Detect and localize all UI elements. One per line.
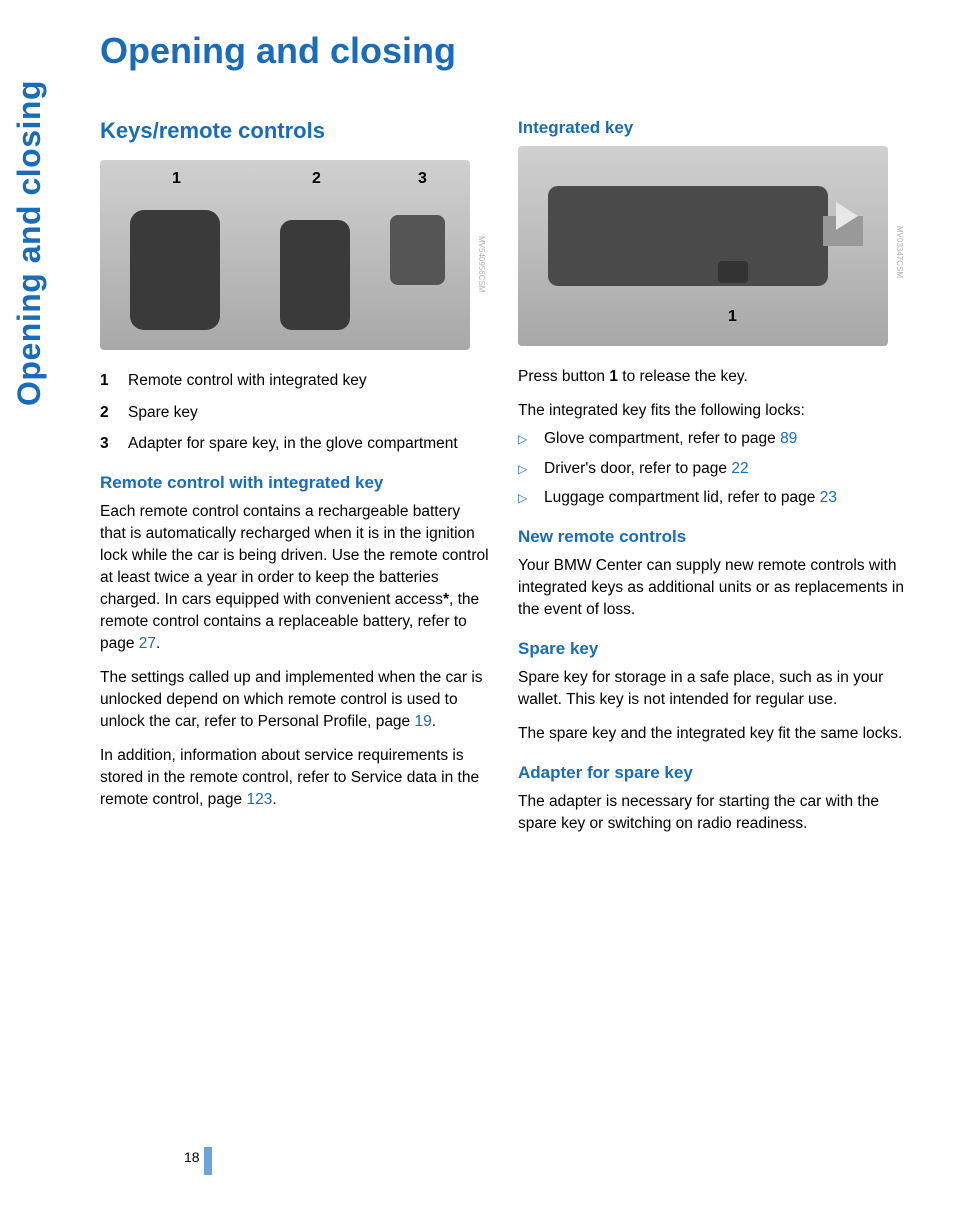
figure-label-3: 3 [418,170,427,188]
list-item: 3 Adapter for spare key, in the glove co… [100,433,490,455]
side-tab-text: Opening and closing [11,80,48,406]
subheading-adapter: Adapter for spare key [518,763,908,783]
page-footer: 18 [184,1149,212,1175]
page-number: 18 [184,1149,200,1165]
paragraph: Your BMW Center can supply new remote co… [518,555,908,621]
paragraph: The spare key and the integrated key fit… [518,723,908,745]
page-ref-link[interactable]: 22 [731,460,748,477]
paragraph: Each remote control contains a rechargea… [100,501,490,655]
list-item: 1 Remote control with integrated key [100,370,490,392]
locks-list: ▷ Glove compartment, refer to page 89 ▷ … [518,428,908,509]
page-content: Opening and closing Keys/remote controls… [100,30,915,847]
list-num: 2 [100,402,128,424]
list-text: Glove compartment, refer to page 89 [544,428,797,450]
paragraph: Press button 1 to release the key. [518,366,908,388]
list-num: 3 [100,433,128,455]
list-text: Remote control with integrated key [128,370,367,392]
text: In addition, information about service r… [100,747,479,808]
page-ref-link[interactable]: 27 [139,635,156,652]
text: . [156,635,160,652]
figure-code: MV03347CSM [895,226,904,278]
triangle-bullet-icon: ▷ [518,431,544,448]
page-ref-link[interactable]: 23 [820,489,837,506]
text: to release the key. [618,368,748,385]
text: . [272,791,276,808]
left-column: Keys/remote controls 1 2 3 MV540956CSM 1… [100,118,490,847]
figure-keys: 1 2 3 MV540956CSM [100,160,470,350]
paragraph: The integrated key fits the following lo… [518,400,908,422]
triangle-bullet-icon: ▷ [518,490,544,507]
page-ref-link[interactable]: 19 [414,713,431,730]
page-marker-icon [204,1147,212,1175]
adapter-icon [390,215,445,285]
text: Press button [518,368,609,385]
list-num: 1 [100,370,128,392]
list-text: Adapter for spare key, in the glove comp… [128,433,458,455]
key-body-icon [548,186,828,286]
subheading-integrated-key: Integrated key [518,118,908,138]
list-text: Luggage compartment lid, refer to page 2… [544,487,837,509]
text: Glove compartment, refer to page [544,430,780,447]
figure-label-1: 1 [728,308,737,326]
subheading-spare-key: Spare key [518,639,908,659]
paragraph: Spare key for storage in a safe place, s… [518,667,908,711]
text: Driver's door, refer to page [544,460,731,477]
paragraph: The adapter is necessary for starting th… [518,791,908,835]
paragraph: In addition, information about service r… [100,745,490,811]
list-text: Spare key [128,402,198,424]
remote-fob-icon [130,210,220,330]
list-text: Driver's door, refer to page 22 [544,458,749,480]
paragraph: The settings called up and implemented w… [100,667,490,733]
key-release-button-icon [718,261,748,283]
figure-label-1: 1 [172,170,181,188]
page-ref-link[interactable]: 89 [780,430,797,447]
columns: Keys/remote controls 1 2 3 MV540956CSM 1… [100,118,915,847]
section-title-keys: Keys/remote controls [100,118,490,144]
list-item: ▷ Glove compartment, refer to page 89 [518,428,908,450]
page-ref-link[interactable]: 123 [246,791,272,808]
text: . [432,713,436,730]
list-item: 2 Spare key [100,402,490,424]
figure-integrated-key: 1 MV03347CSM [518,146,888,346]
side-tab: Opening and closing [8,34,50,406]
right-column: Integrated key 1 MV03347CSM Press button… [518,118,908,847]
bold-ref: 1 [609,368,618,385]
figure-label-2: 2 [312,170,321,188]
list-item: ▷ Luggage compartment lid, refer to page… [518,487,908,509]
list-item: ▷ Driver's door, refer to page 22 [518,458,908,480]
chapter-title: Opening and closing [100,30,915,72]
key-legend-list: 1 Remote control with integrated key 2 S… [100,370,490,455]
subheading-remote: Remote control with integrated key [100,473,490,493]
text: Each remote control contains a rechargea… [100,503,489,608]
figure-code: MV540956CSM [477,236,486,292]
spare-key-icon [280,220,350,330]
triangle-bullet-icon: ▷ [518,461,544,478]
subheading-new-remote: New remote controls [518,527,908,547]
text: Luggage compartment lid, refer to page [544,489,820,506]
arrow-right-icon [836,202,858,230]
